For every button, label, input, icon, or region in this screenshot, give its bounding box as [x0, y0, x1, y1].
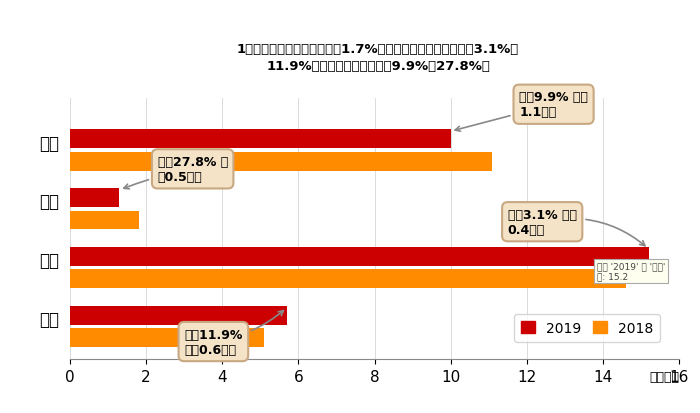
- Text: 下降9.9% 减少
1.1万辆: 下降9.9% 减少 1.1万辆: [455, 91, 588, 132]
- Bar: [70, 247, 648, 266]
- Text: 系列 '2019' 点 '轻型'
值: 15.2: 系列 '2019' 点 '轻型' 值: 15.2: [597, 262, 665, 281]
- Bar: [70, 328, 264, 347]
- Text: （万辆）: （万辆）: [649, 370, 679, 383]
- Text: 11.9%，重型、中型分别下降9.9%、27.8%。: 11.9%，重型、中型分别下降9.9%、27.8%。: [266, 60, 490, 73]
- Bar: [70, 130, 451, 149]
- Text: 增长3.1% 增加
0.4万辆: 增长3.1% 增加 0.4万辆: [508, 208, 645, 246]
- Bar: [70, 306, 287, 325]
- Bar: [70, 152, 493, 171]
- Bar: [70, 270, 626, 288]
- Bar: [70, 189, 120, 207]
- Text: 下降27.8% 减
少0.5万辆: 下降27.8% 减 少0.5万辆: [124, 155, 228, 189]
- Text: 增长11.9%
增加0.6万辆: 增长11.9% 增加0.6万辆: [184, 311, 284, 356]
- Text: 1月货车销量比上年同期下降1.7%，其中轻型、微型分别增长3.1%、: 1月货车销量比上年同期下降1.7%，其中轻型、微型分别增长3.1%、: [237, 43, 519, 56]
- Bar: [70, 211, 139, 230]
- Legend: 2019, 2018: 2019, 2018: [514, 314, 660, 342]
